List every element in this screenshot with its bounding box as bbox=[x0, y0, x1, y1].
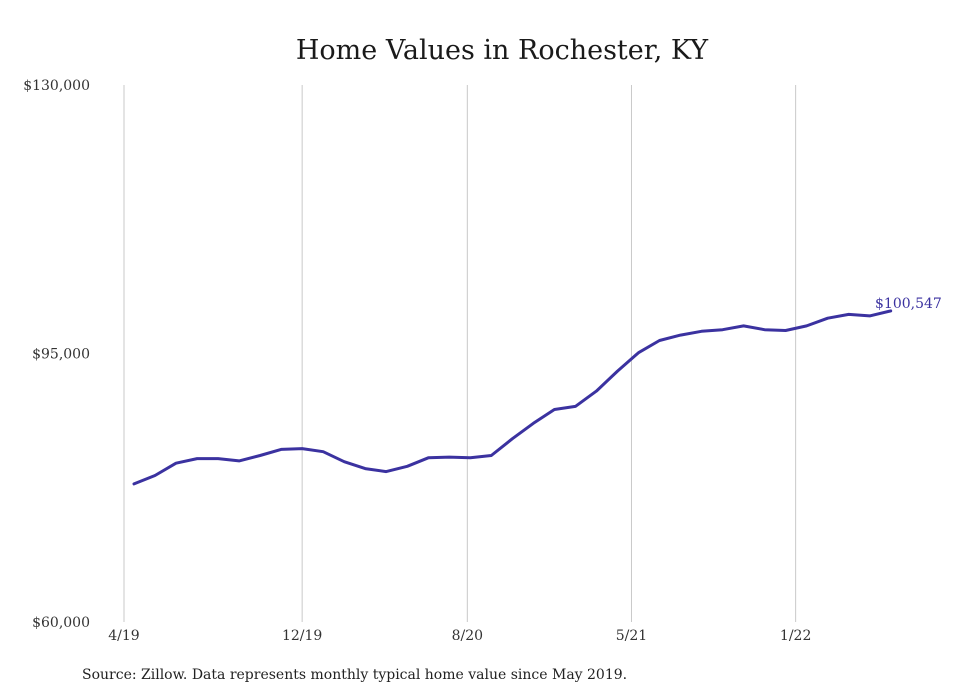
x-tick-label: 5/21 bbox=[616, 628, 647, 644]
x-tick-label: 1/22 bbox=[780, 628, 811, 644]
x-axis: 4/19 12/19 8/20 5/21 1/22 bbox=[108, 628, 811, 644]
y-tick-label: $95,000 bbox=[32, 347, 90, 363]
y-tick-label: $60,000 bbox=[32, 615, 90, 631]
source-note: Source: Zillow. Data represents monthly … bbox=[82, 667, 628, 683]
x-tick-label: 8/20 bbox=[452, 628, 483, 644]
series-line bbox=[132, 309, 893, 486]
grid-lines bbox=[123, 85, 797, 622]
line-chart: Home Values in Rochester, KY $130,000 $95… bbox=[23, 35, 942, 644]
x-tick-label: 4/19 bbox=[108, 628, 139, 644]
x-tick-label: 12/19 bbox=[282, 628, 322, 644]
y-axis: $130,000 $95,000 $60,000 bbox=[23, 78, 90, 631]
chart-title: Home Values in Rochester, KY bbox=[296, 35, 709, 66]
end-value-label: $100,547 bbox=[875, 296, 942, 312]
y-tick-label: $130,000 bbox=[23, 78, 90, 94]
series-group bbox=[132, 309, 893, 486]
